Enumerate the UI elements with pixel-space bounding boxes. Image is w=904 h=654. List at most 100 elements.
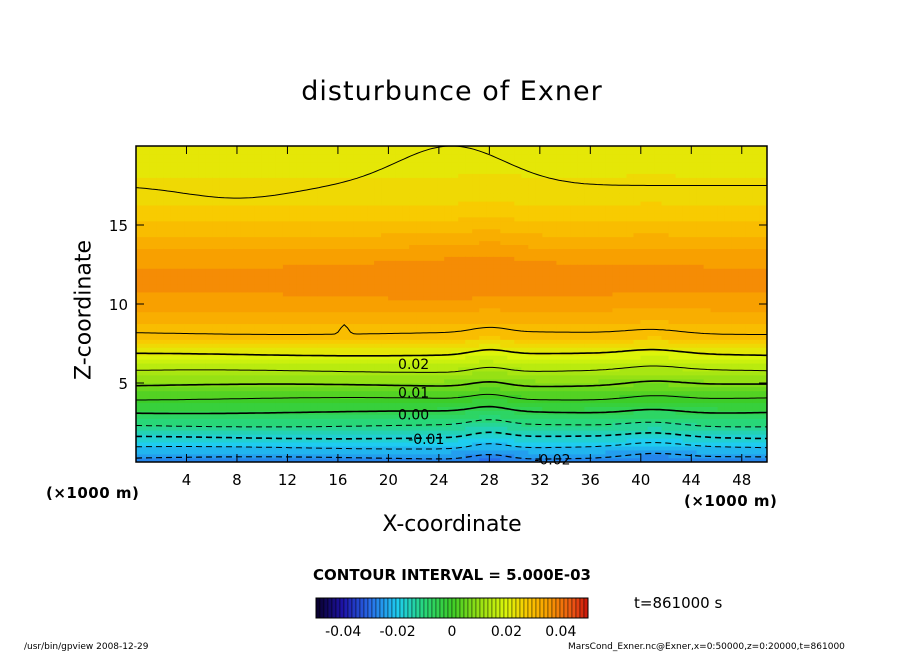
x-tick-label: 40 xyxy=(631,471,650,489)
colorbar-cell xyxy=(391,597,397,619)
colorbar-cell xyxy=(339,597,345,619)
colorbar-cell xyxy=(539,597,545,619)
colorbar-cell xyxy=(571,597,577,619)
x-axis-ticks: 4 8 12 16 20 24 28 32 36 40 44 48 xyxy=(182,146,751,489)
colorbar-cell xyxy=(471,597,477,619)
colorbar-cell xyxy=(427,597,433,619)
y-axis-label: Z-coordinate xyxy=(71,240,97,380)
x-tick-label: 8 xyxy=(232,471,242,489)
colorbar-cell xyxy=(467,597,473,619)
colorbar-cell xyxy=(463,597,469,619)
colorbar-frame xyxy=(315,597,589,619)
x-axis-label: X-coordinate xyxy=(382,512,522,537)
colorbar-cell xyxy=(499,597,505,619)
footer-right: MarsCond_Exner.nc@Exner,x=0:50000,z=0:20… xyxy=(568,642,845,652)
y-tick-label: 10 xyxy=(109,296,128,314)
colorbar-cell xyxy=(327,597,333,619)
colorbar-cell xyxy=(511,597,517,619)
y-axis-ticks: 5 10 15 xyxy=(109,217,767,393)
colorbar: -0.04 -0.02 0 0.02 0.04 xyxy=(315,597,589,640)
colorbar-cell xyxy=(495,597,501,619)
contour-line xyxy=(136,380,767,388)
contour-label: 0.02 xyxy=(398,357,429,373)
colorbar-cell xyxy=(519,597,525,619)
colorbar-cell xyxy=(479,597,485,619)
colorbar-cell xyxy=(435,597,441,619)
x-axis-unit: (×1000 m) xyxy=(684,492,778,510)
colorbar-cell xyxy=(459,597,465,619)
x-tick-label: 32 xyxy=(530,471,549,489)
colorbar-cell xyxy=(335,597,341,619)
contour-line xyxy=(136,324,767,335)
colorbar-cell xyxy=(387,597,393,619)
colorbar-cell xyxy=(531,597,537,619)
colorbar-cell xyxy=(315,597,321,619)
colorbar-cell xyxy=(379,597,385,619)
contour-fill xyxy=(136,146,767,462)
colorbar-cell xyxy=(527,597,533,619)
colorbar-cell xyxy=(431,597,437,619)
chart-title: disturbunce of Exner xyxy=(301,76,603,107)
x-tick-label: 12 xyxy=(278,471,297,489)
colorbar-cell xyxy=(375,597,381,619)
colorbar-cell xyxy=(555,597,561,619)
colorbar-tick-label: 0 xyxy=(448,624,457,640)
colorbar-cell xyxy=(415,597,421,619)
y-tick-label: 5 xyxy=(118,375,128,393)
contour-line xyxy=(136,365,767,373)
colorbar-cell xyxy=(447,597,453,619)
colorbar-cell xyxy=(451,597,457,619)
colorbar-cell xyxy=(347,597,353,619)
contour-line xyxy=(136,452,767,460)
x-tick-label: 48 xyxy=(732,471,751,489)
colorbar-cell xyxy=(523,597,529,619)
colorbar-cell xyxy=(563,597,569,619)
colorbar-cell xyxy=(343,597,349,619)
colorbar-tick-label: 0.04 xyxy=(545,624,576,640)
contour-label: -0.02 xyxy=(534,453,570,469)
x-tick-label: 44 xyxy=(682,471,701,489)
colorbar-cell xyxy=(583,597,589,619)
time-label: t=861000 s xyxy=(634,594,723,612)
colorbar-cell xyxy=(367,597,373,619)
colorbar-cell xyxy=(355,597,361,619)
colorbar-cell xyxy=(423,597,429,619)
colorbar-cell xyxy=(351,597,357,619)
contour-line xyxy=(136,348,767,357)
colorbar-cell xyxy=(359,597,365,619)
x-tick-label: 4 xyxy=(182,471,192,489)
contour-line xyxy=(136,146,767,199)
colorbar-cell xyxy=(515,597,521,619)
contour-label: 0.00 xyxy=(398,408,429,424)
colorbar-cell xyxy=(319,597,325,619)
contour-label: -0.01 xyxy=(408,432,444,448)
colorbar-cell xyxy=(535,597,541,619)
colorbar-tick-label: -0.04 xyxy=(325,624,361,640)
contour-lines xyxy=(136,146,767,460)
colorbar-cell xyxy=(407,597,413,619)
colorbar-cell xyxy=(411,597,417,619)
colorbar-cell xyxy=(419,597,425,619)
colorbar-cell xyxy=(579,597,585,619)
colorbar-cell xyxy=(455,597,461,619)
colorbar-cell xyxy=(403,597,409,619)
contour-label: 0.01 xyxy=(398,385,429,401)
contour-line xyxy=(136,442,767,450)
colorbar-cell xyxy=(395,597,401,619)
x-tick-label: 36 xyxy=(581,471,600,489)
colorbar-cell xyxy=(567,597,573,619)
colorbar-cell xyxy=(331,597,337,619)
y-axis-unit: (×1000 m) xyxy=(46,484,140,502)
x-tick-label: 16 xyxy=(328,471,347,489)
colorbar-cell xyxy=(383,597,389,619)
contour-line xyxy=(136,393,767,401)
contour-line xyxy=(136,431,767,440)
colorbar-cell xyxy=(323,597,329,619)
colorbar-cell xyxy=(551,597,557,619)
contour-interval: CONTOUR INTERVAL = 5.000E-03 xyxy=(313,566,591,584)
colorbar-cell xyxy=(575,597,581,619)
colorbar-cell xyxy=(507,597,513,619)
colorbar-cell xyxy=(487,597,493,619)
contour-labels: 0.02 0.01 0.00 -0.01 -0.02 xyxy=(398,357,571,469)
